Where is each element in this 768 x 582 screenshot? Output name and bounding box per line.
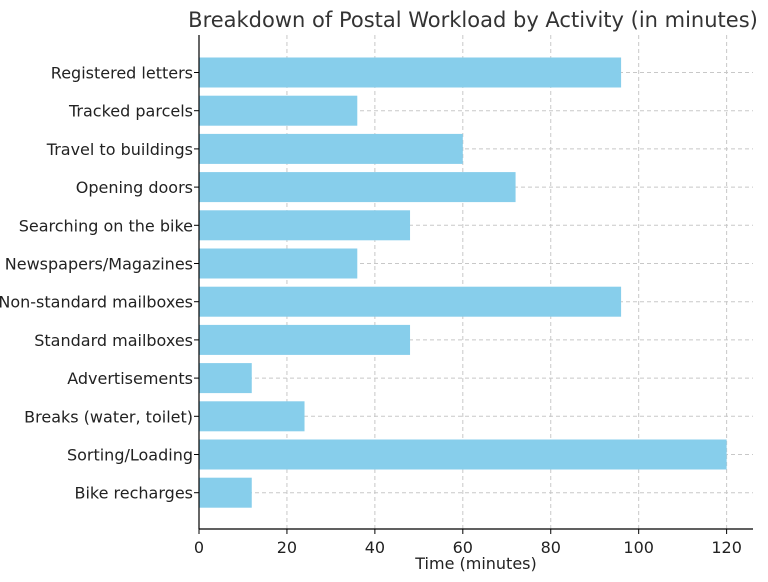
- x-tick-label: 20: [277, 538, 297, 557]
- bar: [199, 401, 305, 432]
- y-tick-label: Sorting/Loading: [67, 446, 193, 465]
- x-tick-label: 120: [711, 538, 742, 557]
- y-tick-label: Searching on the bike: [19, 216, 193, 235]
- y-axis-ticks: Registered letters Tracked parcels Travel …: [0, 64, 199, 503]
- bar: [199, 172, 516, 203]
- y-tick-label: Tracked parcels: [68, 102, 193, 121]
- bar: [199, 210, 411, 241]
- x-tick-label: 40: [365, 538, 385, 557]
- bar: [199, 477, 252, 508]
- y-tick-label: Non-standard mailboxes: [0, 293, 193, 312]
- y-tick-label: Opening doors: [76, 178, 193, 197]
- y-tick-label: Newspapers/Magazines: [5, 255, 193, 274]
- bars: [199, 57, 727, 508]
- x-axis-ticks: 0 20 40 60 80 100 120: [194, 529, 742, 557]
- y-tick-label: Breaks (water, toilet): [24, 407, 193, 426]
- y-tick-label: Bike recharges: [75, 484, 194, 503]
- x-tick-label: 100: [623, 538, 654, 557]
- y-tick-label: Travel to buildings: [46, 140, 193, 159]
- x-tick-label: 60: [453, 538, 473, 557]
- bar: [199, 363, 252, 394]
- x-axis-label: Time (minutes): [414, 554, 537, 573]
- axes: [198, 35, 753, 530]
- chart-title: Breakdown of Postal Workload by Activity…: [188, 8, 758, 32]
- bar: [199, 248, 358, 279]
- y-tick-label: Advertisements: [67, 369, 193, 388]
- bar: [199, 57, 622, 88]
- bar: [199, 439, 727, 470]
- bar: [199, 286, 622, 317]
- y-tick-label: Registered letters: [51, 64, 193, 83]
- x-tick-label: 80: [541, 538, 561, 557]
- bar: [199, 324, 411, 355]
- x-tick-label: 0: [194, 538, 204, 557]
- bar: [199, 95, 358, 126]
- bar: [199, 133, 463, 164]
- y-tick-label: Standard mailboxes: [34, 331, 193, 350]
